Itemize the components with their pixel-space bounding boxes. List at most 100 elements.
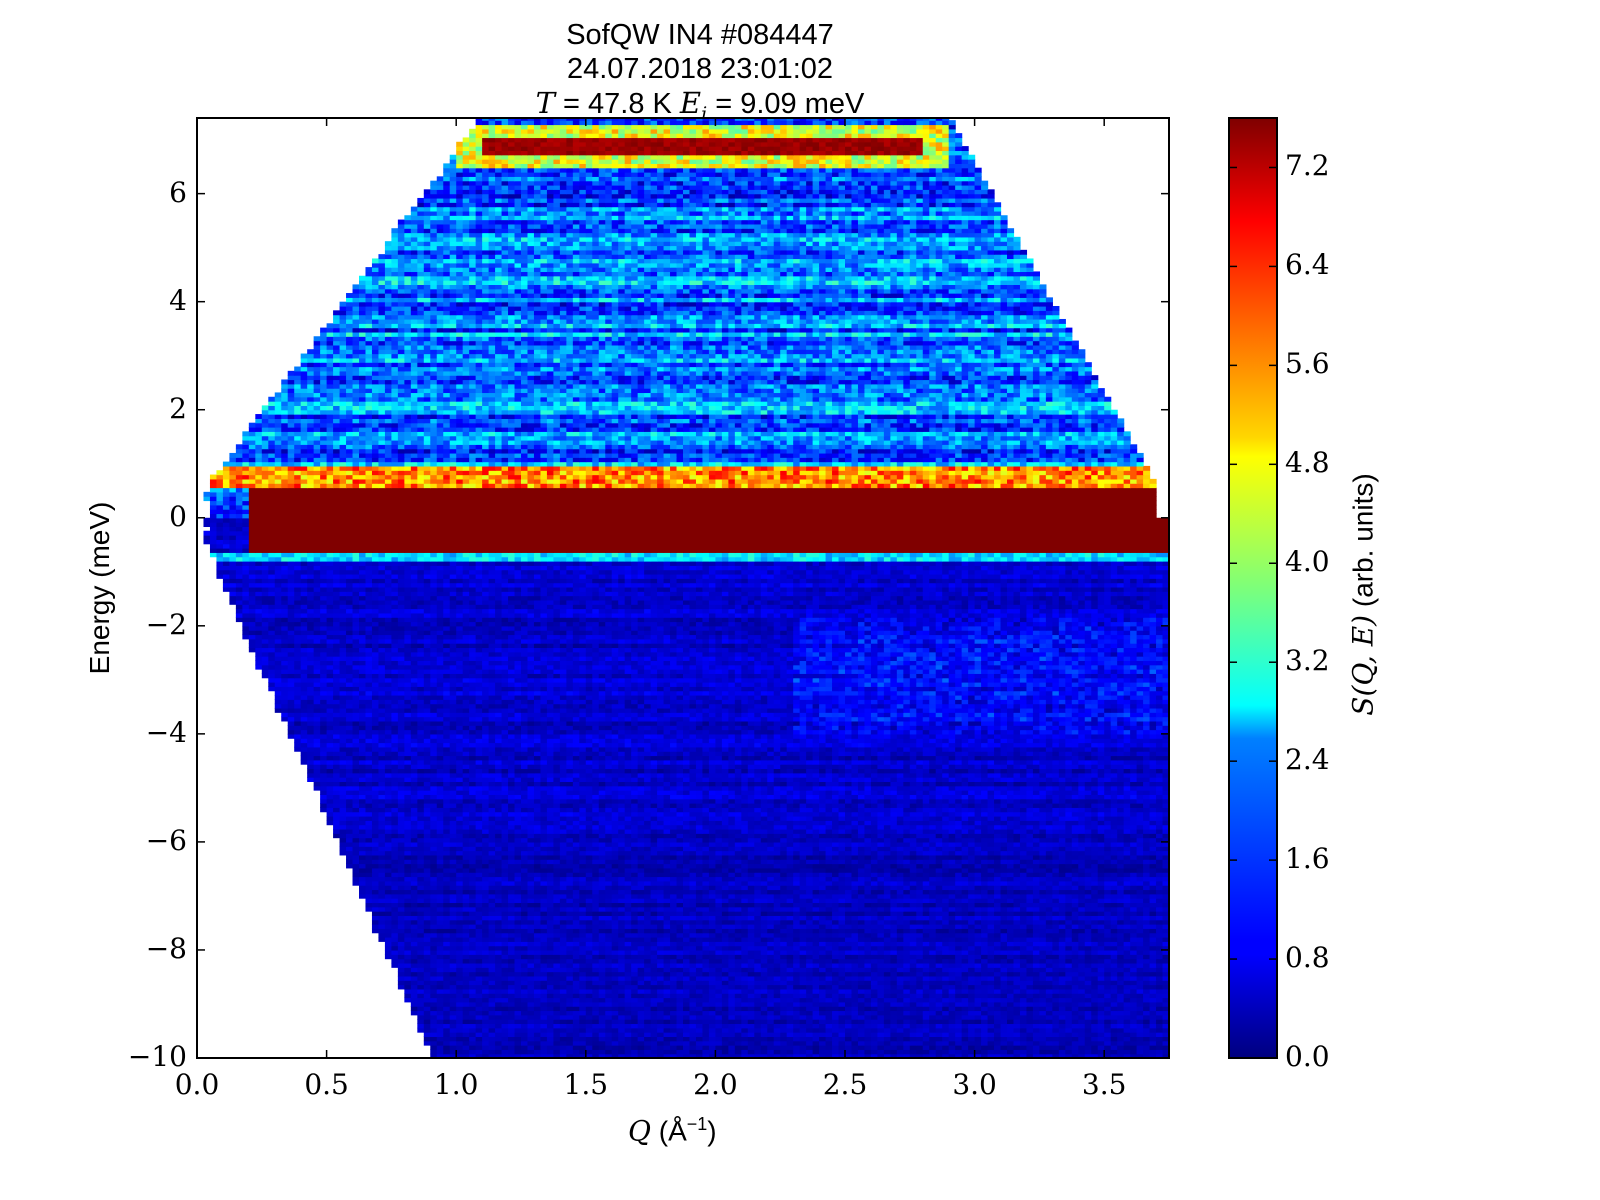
heatmap-cell (884, 1010, 891, 1015)
heatmap-cell (748, 924, 755, 929)
heatmap-cell (767, 933, 774, 938)
heatmap-cell (813, 941, 820, 946)
heatmap-cell (1059, 941, 1066, 946)
heatmap-cell (612, 950, 619, 955)
heatmap-cell (774, 1006, 781, 1011)
heatmap-cell (527, 963, 534, 968)
heatmap-cell (1104, 1041, 1111, 1046)
heatmap-cell (884, 1036, 891, 1041)
heatmap-cell (638, 907, 645, 912)
heatmap-cell (566, 933, 573, 938)
heatmap-cell (826, 963, 833, 968)
heatmap-cell (540, 980, 547, 985)
heatmap-cell (942, 902, 949, 907)
heatmap-cell (1039, 1015, 1046, 1020)
heatmap-cell (754, 1015, 761, 1020)
heatmap-cell (806, 1032, 813, 1037)
heatmap-cell (573, 1006, 580, 1011)
heatmap-cell (599, 989, 606, 994)
heatmap-cell (489, 928, 496, 933)
heatmap-cell (1033, 980, 1040, 985)
heatmap-cell (469, 985, 476, 990)
heatmap-cell (566, 950, 573, 955)
heatmap-cell (443, 889, 450, 894)
heatmap-cell (845, 1023, 852, 1028)
heatmap-cell (1156, 911, 1163, 916)
heatmap-cell (793, 954, 800, 959)
heatmap-cell (664, 898, 671, 903)
heatmap-cell (988, 959, 995, 964)
heatmap-cell (1059, 950, 1066, 955)
heatmap-cell (1072, 946, 1079, 951)
heatmap-cell (936, 1002, 943, 1007)
heatmap-cell (793, 876, 800, 881)
heatmap-cell (644, 1010, 651, 1015)
heatmap-cell (1026, 1023, 1033, 1028)
heatmap-cell (709, 1006, 716, 1011)
heatmap-cell (573, 898, 580, 903)
heatmap-cell (592, 1041, 599, 1046)
heatmap-cell (599, 1002, 606, 1007)
heatmap-cell (527, 976, 534, 981)
heatmap-cell (962, 1010, 969, 1015)
heatmap-cell (657, 1036, 664, 1041)
heatmap-cell (929, 1036, 936, 1041)
heatmap-cell (482, 1023, 489, 1028)
heatmap-cell (553, 989, 560, 994)
heatmap-cell (1078, 1019, 1085, 1024)
heatmap-cell (1033, 924, 1040, 929)
heatmap-cell (994, 976, 1001, 981)
heatmap-cell (625, 1023, 632, 1028)
heatmap-cell (638, 1032, 645, 1037)
heatmap-cell (677, 928, 684, 933)
heatmap-cell (618, 885, 625, 890)
heatmap-cell (806, 1028, 813, 1033)
heatmap-cell (1001, 937, 1008, 942)
heatmap-cell (741, 980, 748, 985)
heatmap-cell (988, 980, 995, 985)
heatmap-cell (877, 907, 884, 912)
heatmap-cell (1117, 898, 1124, 903)
heatmap-cell (579, 933, 586, 938)
heatmap-cell (1026, 898, 1033, 903)
heatmap-cell (1156, 941, 1163, 946)
heatmap-cell (1137, 1019, 1144, 1024)
heatmap-cell (618, 997, 625, 1002)
heatmap-cell (949, 881, 956, 886)
heatmap-cell (871, 972, 878, 977)
heatmap-cell (845, 976, 852, 981)
heatmap-cell (534, 967, 541, 972)
heatmap-cell (527, 967, 534, 972)
heatmap-cell (456, 959, 463, 964)
heatmap-cell (774, 967, 781, 972)
heatmap-cell (495, 941, 502, 946)
heatmap-cell (1059, 985, 1066, 990)
heatmap-cell (638, 885, 645, 890)
heatmap-cell (1039, 924, 1046, 929)
heatmap-cell (1111, 881, 1118, 886)
heatmap-cell (443, 993, 450, 998)
heatmap-cell (1046, 937, 1053, 942)
heatmap-cell (638, 911, 645, 916)
heatmap-cell (994, 881, 1001, 886)
heatmap-cell (774, 954, 781, 959)
heatmap-cell (1039, 993, 1046, 998)
heatmap-cell (482, 1036, 489, 1041)
heatmap-cell (1137, 1041, 1144, 1046)
heatmap-cell (735, 997, 742, 1002)
heatmap-cell (1078, 950, 1085, 955)
heatmap-cell (1143, 989, 1150, 994)
heatmap-cell (1033, 1041, 1040, 1046)
heatmap-cell (1059, 924, 1066, 929)
heatmap-cell (877, 937, 884, 942)
heatmap-cell (1026, 972, 1033, 977)
heatmap-cell (625, 950, 632, 955)
heatmap-cell (495, 950, 502, 955)
heatmap-cell (787, 937, 794, 942)
heatmap-cell (929, 1023, 936, 1028)
heatmap-cell (1078, 941, 1085, 946)
heatmap-cell (592, 985, 599, 990)
heatmap-cell (767, 907, 774, 912)
heatmap-cell (553, 898, 560, 903)
heatmap-cell (1143, 889, 1150, 894)
